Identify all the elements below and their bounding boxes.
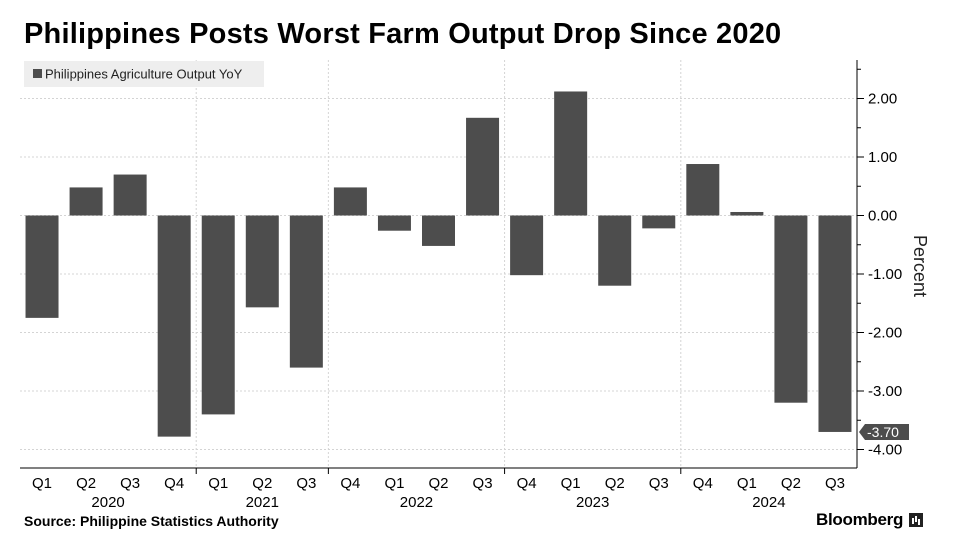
x-tick-label: Q4 bbox=[164, 475, 184, 492]
x-tick-label: Q3 bbox=[120, 475, 140, 492]
y-axis-title: Percent bbox=[910, 235, 930, 297]
x-tick-label: Q4 bbox=[693, 475, 713, 492]
legend-swatch bbox=[33, 69, 42, 78]
brand-logo: Bloomberg bbox=[816, 510, 924, 530]
x-tick-label: Q2 bbox=[605, 475, 625, 492]
bar bbox=[642, 215, 676, 229]
x-axis: Q1 Q2 Q3 Q4 Q1 Q2 Q3 Q4 Q1 Q2 Q3 Q4 Q1 Q2 Q3 Q4 Q1 Q2 Q3 20… bbox=[20, 467, 857, 511]
legend-background bbox=[24, 61, 264, 87]
last-value-callout bbox=[859, 423, 909, 440]
x-year-label: 2023 bbox=[576, 494, 609, 511]
legend-label: Philippines Agriculture Output YoY bbox=[45, 67, 243, 82]
x-tick-label: Q3 bbox=[296, 475, 316, 492]
bar bbox=[157, 215, 191, 437]
source-note: Source: Philippine Statistics Authority bbox=[24, 513, 279, 529]
bar bbox=[686, 164, 720, 216]
brand-name: Bloomberg bbox=[816, 510, 904, 529]
x-tick-label: Q1 bbox=[737, 475, 757, 492]
bar bbox=[422, 215, 455, 246]
x-year-label: 2022 bbox=[400, 494, 433, 511]
bars bbox=[25, 91, 852, 437]
y-tick-label: 1.00 bbox=[868, 149, 897, 166]
bloomberg-terminal-icon bbox=[909, 513, 924, 527]
bar bbox=[25, 215, 59, 318]
x-tick-label: Q3 bbox=[649, 475, 669, 492]
x-year-label: 2020 bbox=[91, 494, 124, 511]
bar bbox=[201, 215, 235, 415]
bar bbox=[730, 211, 764, 216]
x-tick-label: Q4 bbox=[340, 475, 360, 492]
bar bbox=[818, 215, 852, 432]
x-tick-label: Q3 bbox=[825, 475, 845, 492]
bar bbox=[466, 117, 500, 216]
chart-title: Philippines Posts Worst Farm Output Drop… bbox=[24, 18, 782, 50]
x-year-label: 2024 bbox=[752, 494, 785, 511]
bar bbox=[774, 215, 808, 403]
x-tick-label: Q1 bbox=[561, 475, 581, 492]
y-tick-label: 0.00 bbox=[868, 208, 897, 225]
y-axis: 2.00 1.00 0.00 -1.00 -2.00 -3.00 -4.00 -3.70 bbox=[856, 60, 909, 468]
y-tick-label: -2.00 bbox=[868, 325, 902, 342]
x-tick-label: Q1 bbox=[384, 475, 404, 492]
y-tick-label: -3.00 bbox=[868, 383, 902, 400]
y-tick-label: -4.00 bbox=[868, 442, 902, 459]
last-value-label: -3.70 bbox=[867, 424, 899, 440]
bar bbox=[598, 215, 632, 286]
x-tick-label: Q4 bbox=[517, 475, 537, 492]
legend: Philippines Agriculture Output YoY bbox=[24, 61, 264, 87]
bar bbox=[377, 215, 411, 231]
bar bbox=[69, 187, 103, 216]
x-year-label: 2021 bbox=[246, 494, 279, 511]
bar bbox=[554, 91, 588, 216]
x-tick-label: Q2 bbox=[428, 475, 448, 492]
x-tick-label: Q1 bbox=[32, 475, 52, 492]
y-tick-label: -1.00 bbox=[868, 266, 902, 283]
x-tick-label: Q2 bbox=[76, 475, 96, 492]
y-tick-label: 2.00 bbox=[868, 91, 897, 108]
x-tick-label: Q3 bbox=[473, 475, 493, 492]
bar bbox=[245, 215, 279, 308]
bar bbox=[333, 187, 367, 216]
bar bbox=[289, 215, 323, 368]
x-tick-label: Q2 bbox=[252, 475, 272, 492]
bar bbox=[510, 215, 544, 276]
x-tick-label: Q1 bbox=[208, 475, 228, 492]
bar bbox=[113, 174, 147, 216]
grid-lines bbox=[20, 60, 857, 468]
x-tick-label: Q2 bbox=[781, 475, 801, 492]
